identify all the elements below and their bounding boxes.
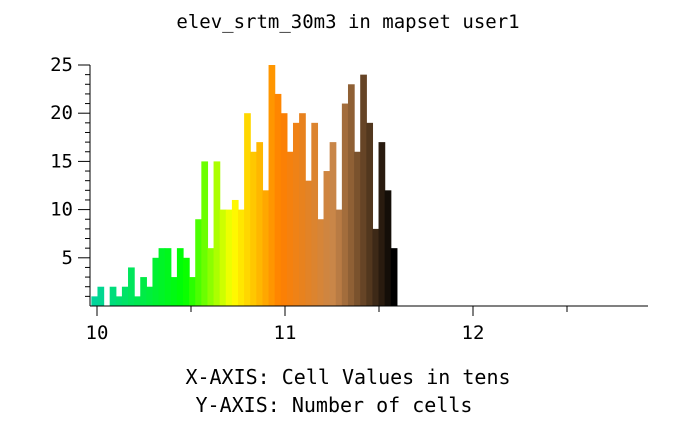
histogram-bar bbox=[121, 286, 129, 306]
histogram-bar bbox=[384, 190, 392, 306]
histogram-bar bbox=[164, 248, 172, 306]
histogram-bar bbox=[109, 286, 117, 306]
histogram-bar bbox=[256, 142, 264, 306]
histogram-bar bbox=[128, 267, 135, 306]
histogram-bar bbox=[238, 209, 245, 306]
histogram-bar bbox=[329, 142, 337, 306]
histogram-bar bbox=[286, 151, 294, 306]
histogram-bar bbox=[372, 228, 380, 306]
histogram-bar bbox=[201, 161, 209, 306]
histogram-bar bbox=[115, 296, 123, 306]
histogram-bar bbox=[323, 171, 331, 306]
histogram-bar bbox=[378, 142, 386, 306]
histogram-bar bbox=[213, 161, 221, 306]
histogram-bar bbox=[219, 209, 227, 306]
histogram-bar bbox=[292, 122, 300, 306]
histogram-bar bbox=[97, 286, 105, 306]
histogram-bar bbox=[140, 277, 147, 306]
y-tick-label: 15 bbox=[50, 150, 73, 172]
x-tick-label: 11 bbox=[274, 322, 297, 344]
y-tick-label: 5 bbox=[62, 247, 73, 269]
histogram-bar bbox=[183, 257, 190, 306]
histogram-bar bbox=[390, 248, 398, 306]
histogram-bar bbox=[244, 113, 251, 306]
histogram-bar bbox=[91, 296, 99, 306]
histogram-bar bbox=[250, 151, 257, 306]
histogram-bar bbox=[354, 151, 361, 306]
y-tick-label: 20 bbox=[50, 102, 73, 124]
histogram-bar bbox=[225, 209, 233, 306]
histogram-bar bbox=[347, 84, 355, 306]
bars-group bbox=[91, 65, 398, 306]
histogram-bar bbox=[146, 286, 154, 306]
histogram-bar bbox=[335, 209, 343, 306]
chart-title: elev_srtm_30m3 in mapset user1 bbox=[176, 11, 519, 33]
y-tick-label: 10 bbox=[50, 199, 73, 221]
histogram-bar bbox=[158, 248, 166, 306]
histogram-bar bbox=[231, 199, 239, 306]
x-tick-label: 10 bbox=[86, 322, 109, 344]
histogram-bar bbox=[170, 277, 178, 306]
histogram-bar bbox=[134, 296, 141, 306]
histogram-bar bbox=[341, 103, 349, 306]
histogram-bar bbox=[366, 122, 374, 306]
histogram-bar bbox=[195, 219, 202, 306]
axes-group: 5 10 15 20 25 10 11 12 bbox=[50, 54, 648, 344]
histogram-bar bbox=[299, 113, 306, 306]
histogram-bar bbox=[360, 74, 367, 306]
histogram-bar bbox=[262, 190, 270, 306]
histogram-bar bbox=[305, 180, 312, 306]
y-axis-caption: Y-AXIS: Number of cells bbox=[196, 393, 473, 417]
histogram-bar bbox=[176, 248, 184, 306]
x-axis-caption: X-AXIS: Cell Values in tens bbox=[185, 365, 510, 389]
histogram-bar bbox=[207, 248, 215, 306]
histogram-bar bbox=[280, 113, 288, 306]
histogram-bar bbox=[152, 257, 160, 306]
histogram-bar bbox=[311, 122, 319, 306]
y-tick-label: 25 bbox=[50, 54, 73, 76]
x-tick-label: 12 bbox=[462, 322, 485, 344]
histogram-bar bbox=[268, 65, 276, 306]
histogram-bar bbox=[317, 219, 325, 306]
histogram-bar bbox=[274, 93, 282, 306]
histogram-bar bbox=[189, 277, 196, 306]
